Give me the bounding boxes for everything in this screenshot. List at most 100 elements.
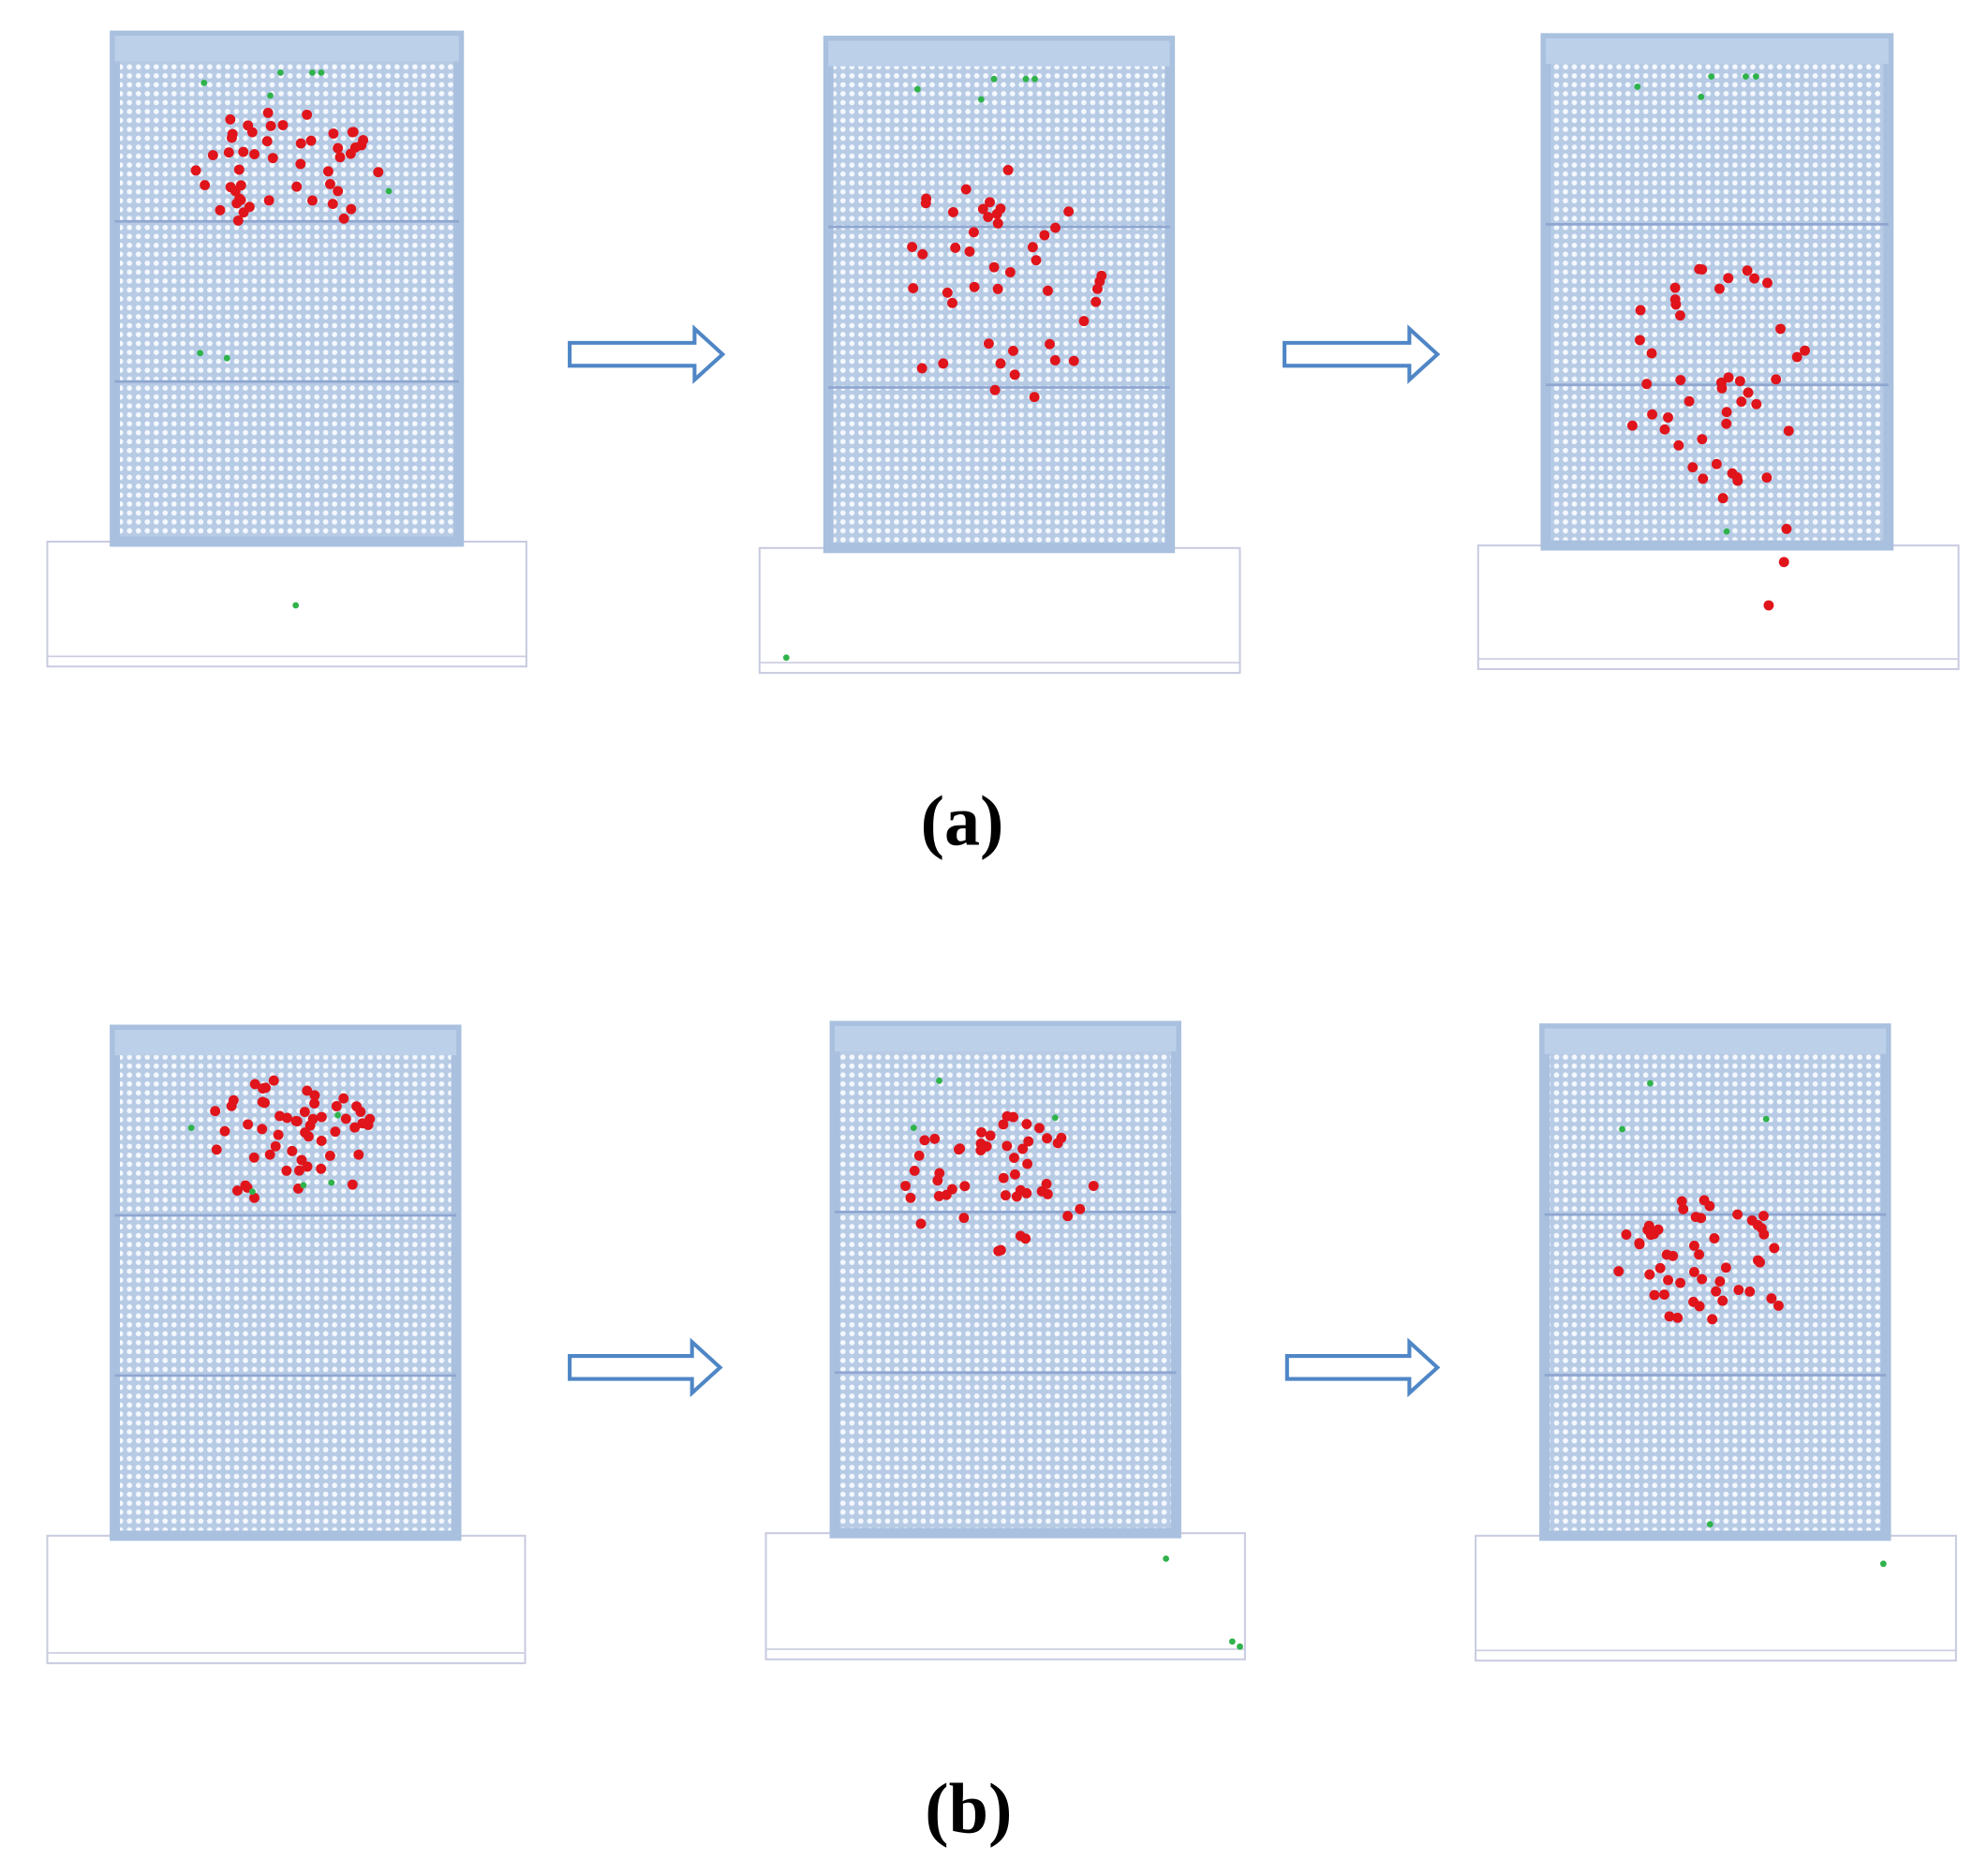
particle-red <box>334 152 346 163</box>
particle-red <box>1778 557 1789 568</box>
particle-red <box>1697 1273 1708 1285</box>
particle-red <box>920 198 931 209</box>
particle-red <box>263 195 274 206</box>
particle-red <box>1714 283 1725 294</box>
plate-top <box>114 36 459 62</box>
particle-red <box>932 1175 943 1186</box>
base-block <box>1476 544 1960 671</box>
particle-red <box>1075 1203 1086 1214</box>
particle-red <box>989 384 1001 395</box>
particle-red <box>316 1111 327 1123</box>
particle-green <box>334 1111 341 1119</box>
particle-red <box>908 283 919 294</box>
particle-green <box>1743 73 1749 81</box>
particle-red <box>1642 1224 1654 1235</box>
particle-red <box>231 198 243 209</box>
particle-red <box>950 242 961 253</box>
particle-red <box>1659 424 1670 435</box>
particle-red <box>1050 222 1061 233</box>
particle-red <box>1717 493 1728 504</box>
particle-green <box>292 602 300 609</box>
particle-red <box>1056 1132 1067 1143</box>
particle-red <box>296 1154 307 1166</box>
particle-red <box>917 248 928 260</box>
particle-red <box>1017 1143 1029 1154</box>
particle-red <box>1011 1191 1022 1202</box>
particle-red <box>1000 1190 1011 1201</box>
particle-red <box>1752 1219 1763 1230</box>
particle-red <box>1021 1187 1032 1199</box>
particle-red <box>1727 468 1738 479</box>
particle-red <box>233 164 245 175</box>
particle-red <box>1734 376 1745 387</box>
particle-red <box>1641 379 1653 390</box>
particle-red <box>1688 1266 1699 1277</box>
particle-red <box>1649 1289 1660 1301</box>
particle-red <box>1711 458 1722 469</box>
particle-red <box>1022 1158 1033 1169</box>
particle-red <box>992 283 1003 294</box>
particle-red <box>291 1116 303 1126</box>
particle-red <box>1010 1169 1020 1180</box>
particle-red <box>1763 600 1774 611</box>
particle-red <box>358 135 369 146</box>
particle-red <box>309 1098 320 1109</box>
particle-red <box>1644 1269 1655 1280</box>
particle-red <box>1736 396 1747 407</box>
particle-red <box>1766 1293 1777 1304</box>
particle-red <box>270 1140 281 1152</box>
particle-red <box>1678 1203 1689 1214</box>
particle-green <box>1634 83 1641 90</box>
particle-red <box>260 1097 270 1109</box>
particle-red <box>1634 1239 1645 1250</box>
panel-label: (b) <box>925 1770 1012 1849</box>
particle-red <box>322 166 334 177</box>
particle-red <box>307 1113 319 1124</box>
particle-red <box>942 287 953 298</box>
particle-green <box>977 96 985 103</box>
particle-red <box>293 1165 304 1176</box>
particle-red <box>1721 418 1732 429</box>
particle-red <box>907 242 918 252</box>
particle-red <box>1694 1301 1705 1312</box>
particle-red <box>230 186 241 197</box>
particle-red <box>1800 345 1810 356</box>
particle-red <box>1720 1262 1731 1273</box>
particle-red <box>248 1152 260 1163</box>
arrow <box>1284 1337 1441 1398</box>
particle-red <box>1687 462 1699 473</box>
particle-green <box>1879 1560 1887 1568</box>
base-block <box>1475 1534 1957 1662</box>
plate-top <box>1545 37 1889 65</box>
particle-red <box>1711 1286 1722 1297</box>
particle-red <box>249 1192 260 1203</box>
particle-red <box>1041 1178 1052 1189</box>
particle-green <box>300 1182 307 1189</box>
particle-red <box>333 142 344 154</box>
particle-red <box>983 212 994 223</box>
particle-red <box>1709 1233 1720 1243</box>
particle-red <box>1042 1188 1053 1199</box>
particle-red <box>1714 1276 1726 1287</box>
particle-red <box>1673 439 1684 451</box>
particle-red <box>238 146 249 157</box>
particle-red <box>1661 1249 1672 1260</box>
particle-red <box>981 1141 992 1152</box>
particle-red <box>1698 473 1709 484</box>
particle-red <box>307 195 318 206</box>
particle-red <box>333 186 344 197</box>
particle-red <box>1791 351 1803 363</box>
particle-red <box>1043 285 1053 296</box>
frames <box>46 30 1960 1664</box>
particle-red <box>1762 277 1773 289</box>
particle-green <box>200 80 208 86</box>
particle-red <box>258 1083 268 1094</box>
particle-red <box>324 1150 335 1161</box>
particle-red <box>1758 1211 1769 1221</box>
base-block <box>46 541 527 668</box>
particle-red <box>302 109 313 120</box>
plate-top <box>114 1029 457 1056</box>
particle-red <box>1717 1295 1728 1306</box>
particle-red <box>1771 374 1782 385</box>
particle-red <box>351 1101 363 1112</box>
